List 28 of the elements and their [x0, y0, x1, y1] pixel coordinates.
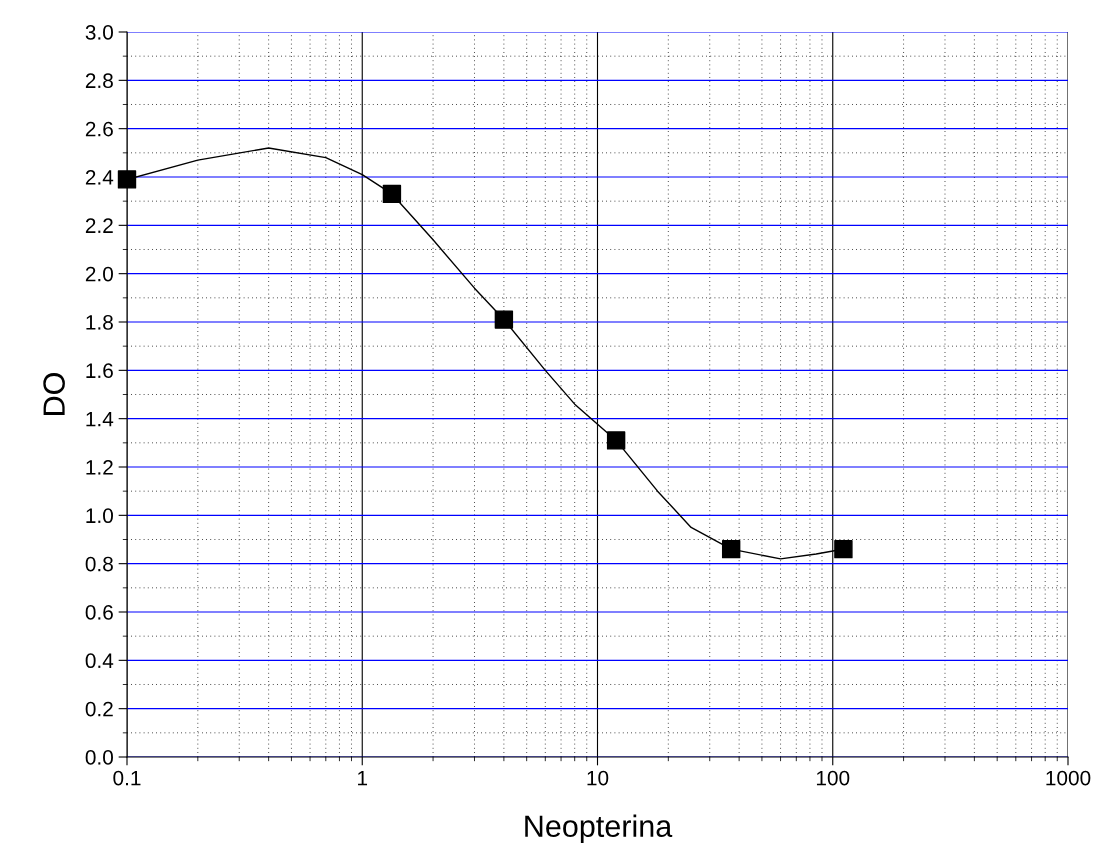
y-tick-label: 1.6 [86, 363, 113, 379]
y-tick-label: 3.0 [85, 25, 113, 40]
y-tick-label: 0.8 [85, 556, 113, 572]
point [721, 539, 741, 559]
x-tick-label: 100 [816, 770, 850, 786]
y-tick-label: 2.4 [85, 170, 114, 185]
x-tick-label: 1 [358, 770, 368, 786]
y-tick-label: 2.6 [85, 121, 113, 137]
y-tick-label: 2.0 [85, 266, 113, 282]
y-tick-label: 0.4 [85, 653, 114, 669]
y-tick-label: 1.8 [86, 315, 113, 330]
point [382, 184, 402, 204]
x-tick-label: 1000 [1046, 770, 1091, 786]
y-tick-label: 0.2 [85, 701, 113, 717]
x-axis-title: Neopterina [525, 814, 673, 844]
y-tick-label: 0.0 [85, 750, 113, 765]
x-tick-label: 10 [587, 770, 609, 786]
x-tick-label: 0.1 [113, 770, 141, 786]
y-axis-title: DO [43, 373, 65, 415]
y-tick-label: 1.4 [86, 411, 114, 427]
point [834, 539, 853, 559]
y-tick-label: 1.0 [86, 508, 113, 524]
y-tick-label: 0.6 [85, 605, 113, 620]
y-tick-label: 1.2 [86, 460, 113, 475]
point [494, 310, 514, 329]
point [606, 431, 626, 450]
y-tick-label: 2.2 [85, 218, 113, 233]
y-tick-label: 2.8 [85, 73, 113, 89]
